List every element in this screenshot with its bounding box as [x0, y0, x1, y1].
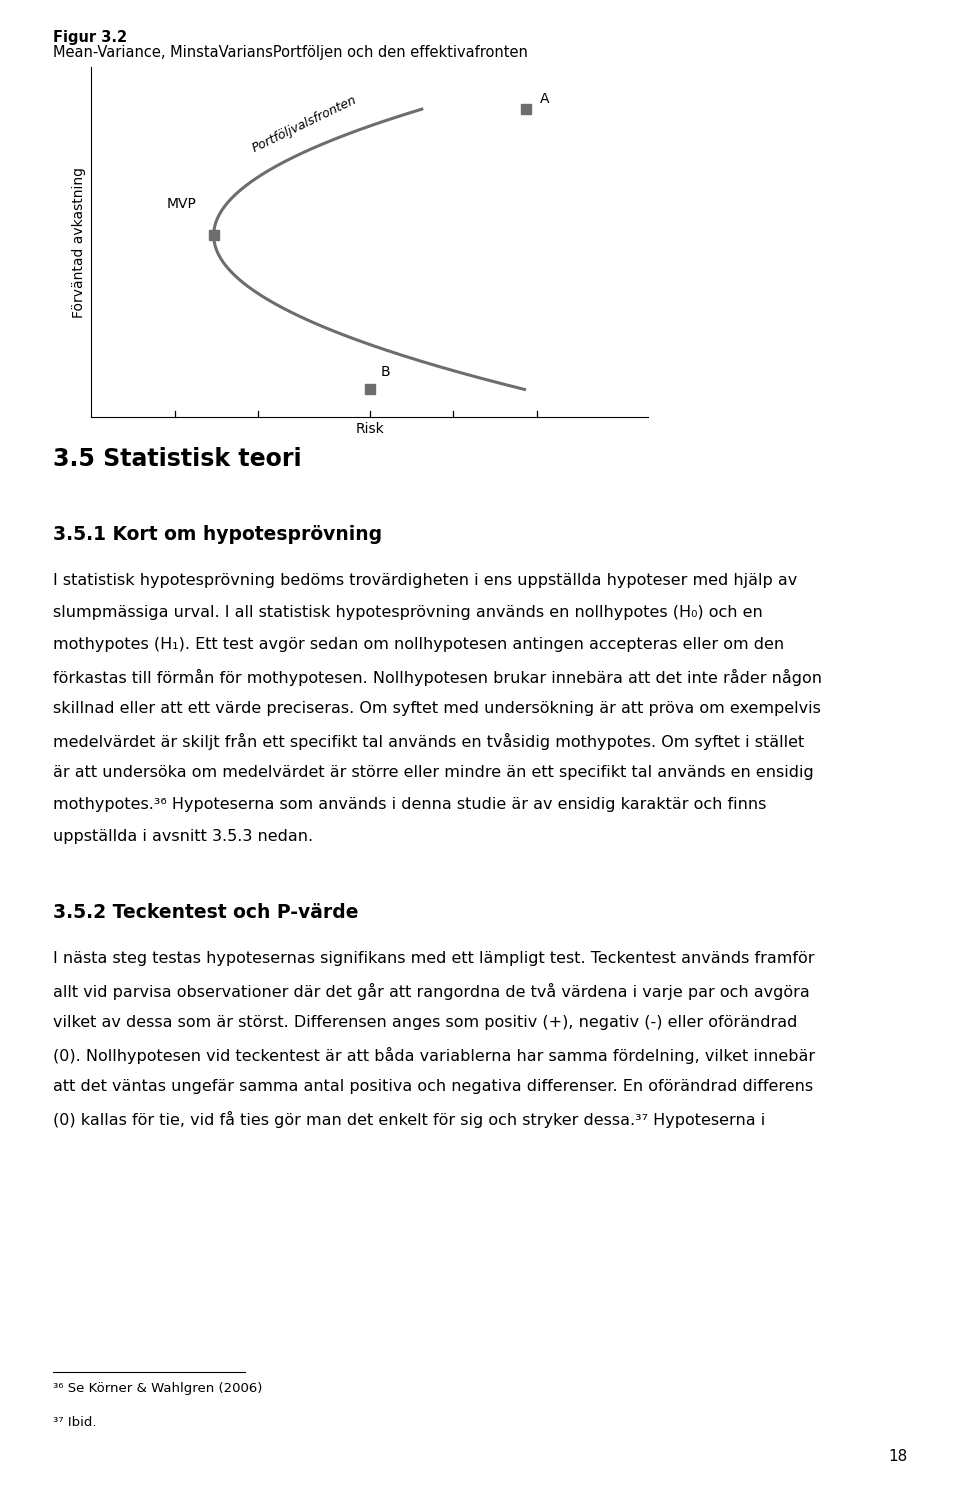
Text: 3.5.2 Teckentest och P-värde: 3.5.2 Teckentest och P-värde	[53, 904, 358, 921]
X-axis label: Risk: Risk	[355, 422, 384, 435]
Text: ³⁶ Se Körner & Wahlgren (2006): ³⁶ Se Körner & Wahlgren (2006)	[53, 1382, 262, 1396]
Text: mothypotes (H₁). Ett test avgör sedan om nollhypotesen antingen accepteras eller: mothypotes (H₁). Ett test avgör sedan om…	[53, 637, 784, 652]
Y-axis label: Förväntad avkastning: Förväntad avkastning	[72, 167, 85, 318]
Text: (0). Nollhypotesen vid teckentest är att båda variablerna har samma fördelning, : (0). Nollhypotesen vid teckentest är att…	[53, 1047, 815, 1063]
Text: Portföljvalsfronten: Portföljvalsfronten	[250, 92, 359, 155]
Text: ³⁷ Ibid.: ³⁷ Ibid.	[53, 1416, 96, 1430]
Text: uppställda i avsnitt 3.5.3 nedan.: uppställda i avsnitt 3.5.3 nedan.	[53, 829, 313, 844]
Text: skillnad eller att ett värde preciseras. Om syftet med undersökning är att pröva: skillnad eller att ett värde preciseras.…	[53, 701, 821, 716]
Text: A: A	[540, 91, 549, 106]
Text: att det väntas ungefär samma antal positiva och negativa differenser. En oföränd: att det väntas ungefär samma antal posit…	[53, 1079, 813, 1094]
Text: vilket av dessa som är störst. Differensen anges som positiv (+), negativ (-) el: vilket av dessa som är störst. Differens…	[53, 1015, 797, 1030]
Text: (0) kallas för tie, vid få ties gör man det enkelt för sig och stryker dessa.³⁷ : (0) kallas för tie, vid få ties gör man …	[53, 1111, 765, 1127]
Text: slumpmässiga urval. I all statistisk hypotesprövning används en nollhypotes (H₀): slumpmässiga urval. I all statistisk hyp…	[53, 605, 762, 620]
Text: I statistisk hypotesprövning bedöms trovärdigheten i ens uppställda hypoteser me: I statistisk hypotesprövning bedöms trov…	[53, 573, 797, 587]
Text: MVP: MVP	[167, 197, 197, 210]
Text: mothypotes.³⁶ Hypoteserna som används i denna studie är av ensidig karaktär och : mothypotes.³⁶ Hypoteserna som används i …	[53, 796, 766, 813]
Text: allt vid parvisa observationer där det går att rangordna de två värdena i varje : allt vid parvisa observationer där det g…	[53, 983, 809, 999]
Text: B: B	[381, 365, 391, 379]
Text: Figur 3.2: Figur 3.2	[53, 30, 127, 45]
Text: 3.5 Statistisk teori: 3.5 Statistisk teori	[53, 447, 301, 471]
Text: förkastas till förmån för mothypotesen. Nollhypotesen brukar innebära att det in: förkastas till förmån för mothypotesen. …	[53, 668, 822, 686]
Text: Mean-Variance, MinstaVariansPortföljen och den effektivafronten: Mean-Variance, MinstaVariansPortföljen o…	[53, 45, 528, 60]
Text: I nästa steg testas hypotesernas signifikans med ett lämpligt test. Teckentest a: I nästa steg testas hypotesernas signifi…	[53, 951, 814, 966]
Text: är att undersöka om medelvärdet är större eller mindre än ett specifikt tal anvä: är att undersöka om medelvärdet är störr…	[53, 765, 813, 780]
Text: 18: 18	[888, 1449, 907, 1464]
Text: 3.5.1 Kort om hypotesprövning: 3.5.1 Kort om hypotesprövning	[53, 525, 382, 544]
Text: medelvärdet är skiljt från ett specifikt tal används en tvåsidig mothypotes. Om : medelvärdet är skiljt från ett specifikt…	[53, 732, 804, 750]
